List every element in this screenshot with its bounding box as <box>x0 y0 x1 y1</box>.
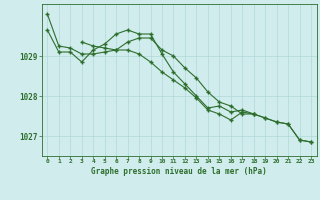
X-axis label: Graphe pression niveau de la mer (hPa): Graphe pression niveau de la mer (hPa) <box>91 167 267 176</box>
